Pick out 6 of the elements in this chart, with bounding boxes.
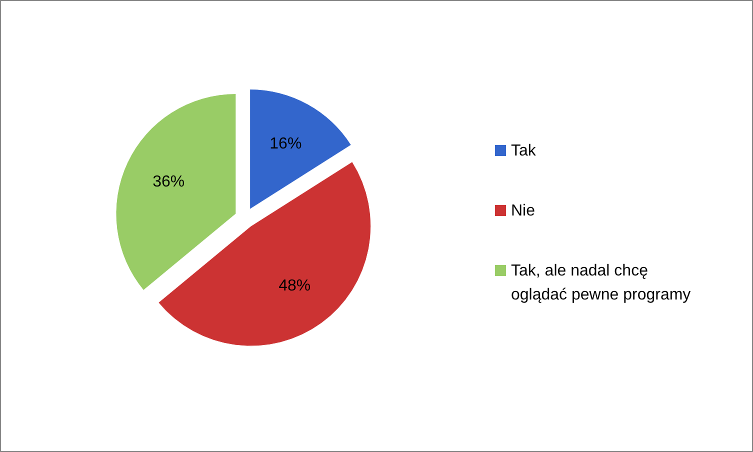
legend-label: Tak	[511, 142, 537, 160]
legend-label: Tak, ale nadal chcę oglądać pewne programy	[511, 262, 691, 304]
legend-label: Nie	[511, 202, 536, 220]
data-label: 48%	[278, 278, 311, 295]
data-label: 36%	[152, 173, 185, 190]
data-label: 16%	[270, 135, 302, 152]
